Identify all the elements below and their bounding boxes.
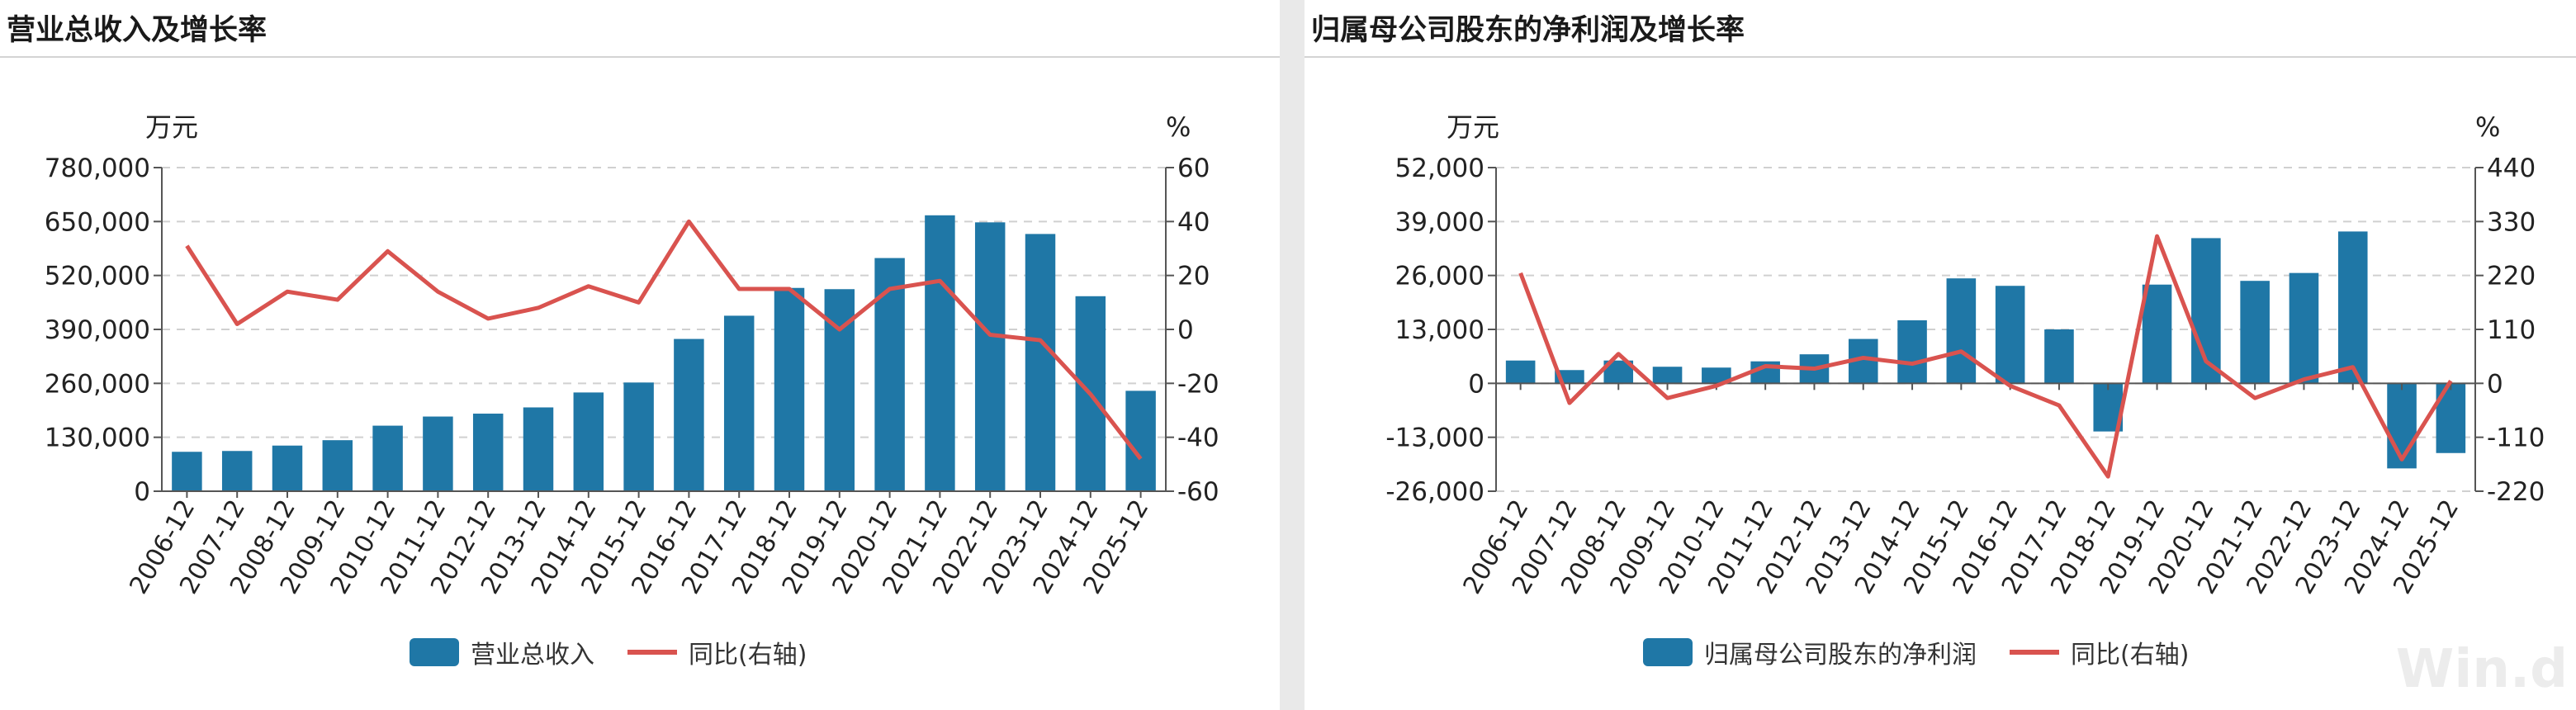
left-tick-label: 390,000	[45, 315, 150, 345]
legend-line-swatch	[2010, 650, 2059, 655]
bar	[1652, 367, 1683, 384]
bar	[1946, 278, 1977, 384]
left-axis-unit: 万元	[1447, 111, 1499, 143]
left-tick-label: 26,000	[1395, 262, 1485, 291]
bar	[2142, 284, 2172, 384]
bar	[272, 445, 303, 491]
right-tick-label: -220	[2487, 477, 2545, 507]
bar	[221, 451, 253, 491]
title-divider	[0, 56, 1280, 58]
bar	[2044, 329, 2074, 384]
legend-bar-swatch	[410, 638, 459, 666]
bar	[573, 392, 604, 491]
bar	[723, 315, 755, 491]
net-profit-chart: 万元 % 52,000 440 39,000 330 26,000 220 13,000 110 0…	[1385, 111, 2545, 599]
right-tick-label: 110	[2487, 315, 2536, 345]
left-tick-label: 13,000	[1395, 315, 1485, 345]
right-tick-label: 60	[1177, 154, 1210, 183]
watermark-logo: Win.d	[2395, 639, 2568, 700]
growth-line	[185, 219, 1143, 461]
right-tick-label: 20	[1177, 262, 1210, 291]
right-tick-label: -40	[1177, 424, 1219, 453]
left-tick-label: 780,000	[45, 154, 150, 183]
title-divider	[1305, 56, 2576, 58]
left-tick-label: 520,000	[45, 262, 150, 291]
legend-label: 同比(右轴)	[689, 641, 807, 670]
bar	[1897, 320, 1927, 384]
left-tick-label: 0	[1468, 369, 1485, 399]
right-tick-label: 0	[1177, 315, 1194, 345]
legend-label: 同比(右轴)	[2071, 641, 2190, 670]
left-tick-label: 260,000	[45, 369, 150, 399]
bar	[472, 414, 504, 491]
right-axis-unit: %	[1166, 111, 1191, 143]
revenue-panel: 营业总收入及增长率 万元% 780,000 60 650,000 40 520,000 20…	[0, 0, 1280, 710]
legend-label: 营业总收入	[471, 641, 594, 670]
bar	[674, 338, 704, 491]
growth-line	[1518, 234, 2453, 479]
legend-item-bar[interactable]: 归属母公司股东的净利润	[1643, 634, 1977, 670]
revenue-chart: 万元 % 780,000 60 650,000 40 520,000 20 390,000 0 26…	[45, 111, 1219, 599]
net-profit-panel: 归属母公司股东的净利润及增长率 万元% 52,000 440 39,000 330 26,…	[1305, 0, 2576, 710]
right-axis-unit: %	[2475, 111, 2500, 143]
right-tick-label: -110	[2487, 424, 2545, 453]
left-tick-label: 650,000	[45, 207, 150, 237]
right-tick-label: -60	[1177, 477, 1219, 507]
left-tick-label: 52,000	[1395, 154, 1485, 183]
bar	[322, 440, 353, 491]
bar	[423, 416, 453, 491]
left-tick-label: 130,000	[45, 424, 150, 453]
bar	[2337, 231, 2368, 384]
legend-label: 归属母公司股东的净利润	[1704, 641, 1977, 670]
right-tick-label: 440	[2487, 154, 2536, 183]
bar	[372, 425, 403, 491]
legend-item-line[interactable]: 同比(右轴)	[627, 634, 807, 670]
panel-separator	[1280, 0, 1305, 710]
chart-legend: 营业总收入 同比(右轴)	[410, 634, 807, 670]
bar	[1025, 234, 1056, 491]
left-tick-label: -26,000	[1385, 477, 1485, 507]
right-tick-label: 0	[2487, 369, 2503, 399]
bar	[2240, 281, 2270, 384]
legend-item-line[interactable]: 同比(右轴)	[2010, 634, 2189, 670]
panel-title: 归属母公司股东的净利润及增长率	[1311, 14, 1745, 47]
bar	[774, 287, 805, 491]
right-tick-label: 330	[2487, 207, 2536, 237]
right-tick-label: -20	[1177, 369, 1219, 399]
bar	[2387, 383, 2417, 469]
panel-title: 营业总收入及增长率	[7, 14, 268, 47]
right-tick-label: 220	[2487, 262, 2536, 291]
bar	[1702, 367, 1731, 384]
left-tick-label: 39,000	[1395, 207, 1485, 237]
left-axis-unit: 万元	[145, 111, 198, 143]
bar	[925, 215, 955, 491]
bar	[1995, 286, 2025, 384]
bar	[172, 452, 202, 491]
bar	[1125, 390, 1156, 491]
bar	[2289, 272, 2319, 384]
bar	[623, 382, 654, 491]
legend-bar-swatch	[1643, 638, 1693, 666]
left-tick-label: 0	[134, 477, 150, 507]
right-tick-label: 40	[1177, 207, 1210, 237]
bar	[523, 407, 554, 491]
bar	[1505, 360, 1536, 384]
bar	[874, 258, 905, 491]
bar	[974, 222, 1006, 491]
left-tick-label: -13,000	[1385, 424, 1485, 453]
legend-line-swatch	[627, 650, 677, 655]
legend-item-bar[interactable]: 营业总收入	[410, 634, 594, 670]
chart-legend: 归属母公司股东的净利润 同比(右轴)	[1643, 634, 2189, 670]
